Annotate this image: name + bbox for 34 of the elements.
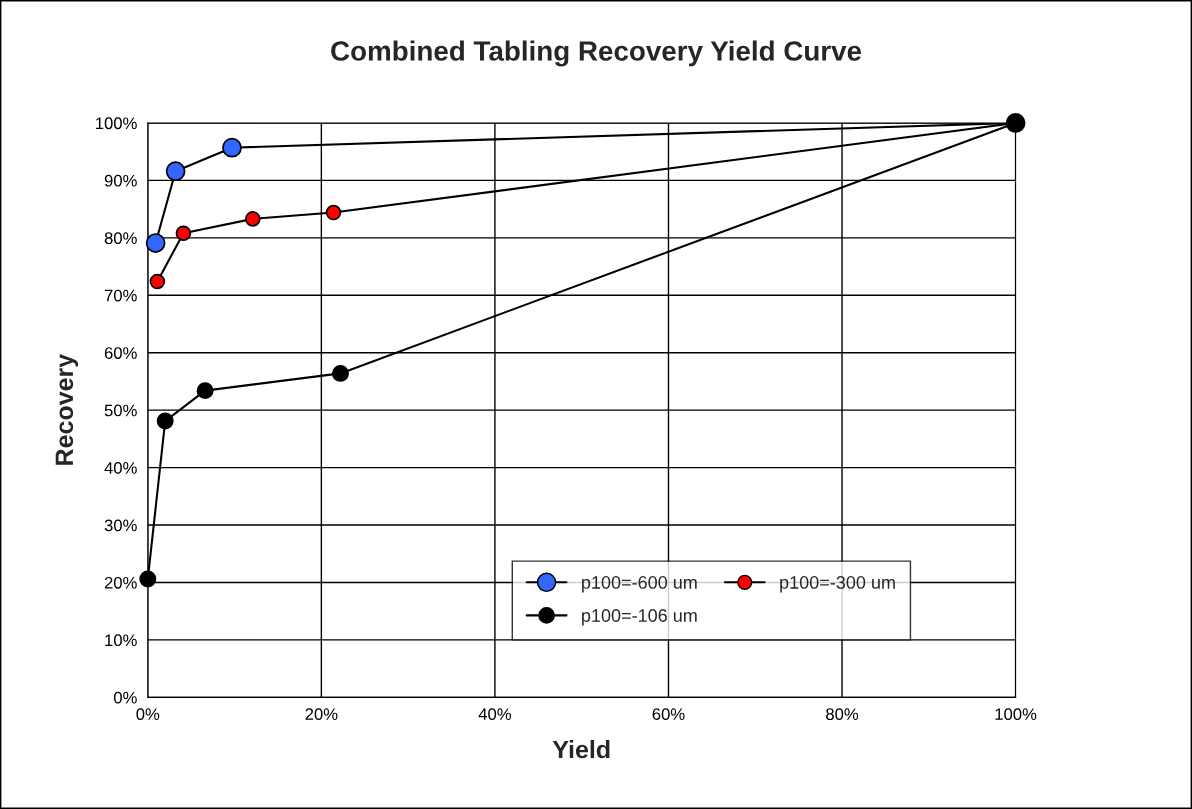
x-tick-label: 40% [478, 708, 512, 721]
legend-label: p100=-106 um [582, 609, 697, 626]
y-tick-label: 70% [104, 289, 137, 302]
point [245, 211, 261, 227]
legend-label: p100=-300 um [780, 576, 895, 593]
y-tick-label: 80% [104, 232, 137, 245]
y-tick-label: 30% [104, 519, 137, 532]
y-tick-label: 50% [104, 404, 137, 417]
y-tick-label: 20% [104, 576, 137, 589]
x-tick-label: 20% [305, 708, 338, 721]
point [196, 382, 214, 400]
x-tick-label: 0% [136, 708, 160, 721]
x-tick-label: 100% [995, 708, 1037, 721]
chart-title: Combined Tabling Recovery Yield Curve [331, 40, 862, 67]
y-axis-title: Recovery [55, 354, 79, 465]
y-tick-label: 40% [104, 462, 137, 474]
y-tick-label: 60% [104, 347, 137, 359]
point [156, 412, 174, 430]
y-tick-label: 10% [105, 634, 137, 647]
y-tick-label: 100% [96, 117, 137, 130]
point [175, 225, 192, 242]
x-tick-label: 60% [652, 708, 685, 721]
point [149, 273, 166, 290]
point [139, 570, 157, 588]
y-tick-label: 90% [104, 174, 137, 187]
point [165, 161, 186, 182]
legend-label: p100=-600 um [582, 576, 697, 593]
x-tick-label: 80% [826, 708, 859, 721]
point [331, 364, 349, 382]
point [145, 233, 166, 253]
point [222, 137, 242, 158]
point [325, 204, 342, 221]
x-axis-title: Yield [552, 739, 610, 759]
y-tick-label: 0% [113, 691, 137, 704]
